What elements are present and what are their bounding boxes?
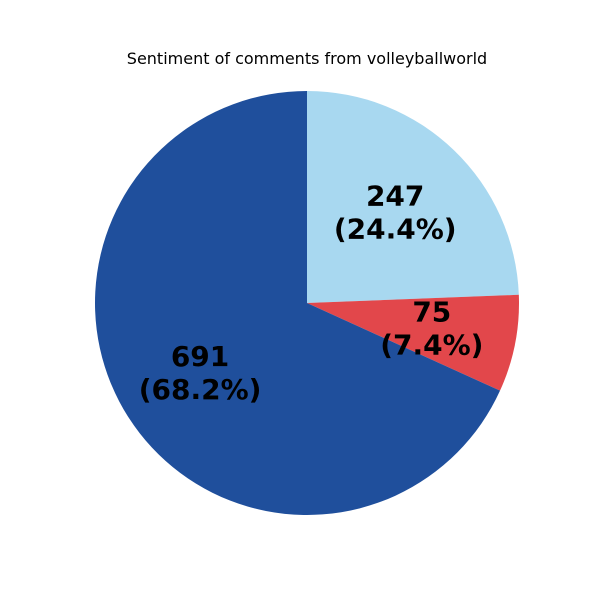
slice-value-label: 75 [412, 296, 451, 329]
pie-slice-691 [95, 91, 501, 515]
pie-labels: 247(24.4%) 75(7.4%) 691(68.2%) [139, 179, 484, 406]
slice-percent-label: (68.2%) [139, 373, 262, 406]
slice-percent-label: (24.4%) [334, 212, 457, 245]
slice-value-label: 247 [366, 179, 424, 212]
pie-slice-247 [307, 91, 519, 303]
slice-value-label: 691 [171, 340, 229, 373]
slice-percent-label: (7.4%) [380, 329, 483, 362]
chart-title: Sentiment of comments from volleyballwor… [127, 49, 487, 68]
pie-slice-75 [307, 294, 519, 391]
pie-slices [95, 91, 519, 515]
